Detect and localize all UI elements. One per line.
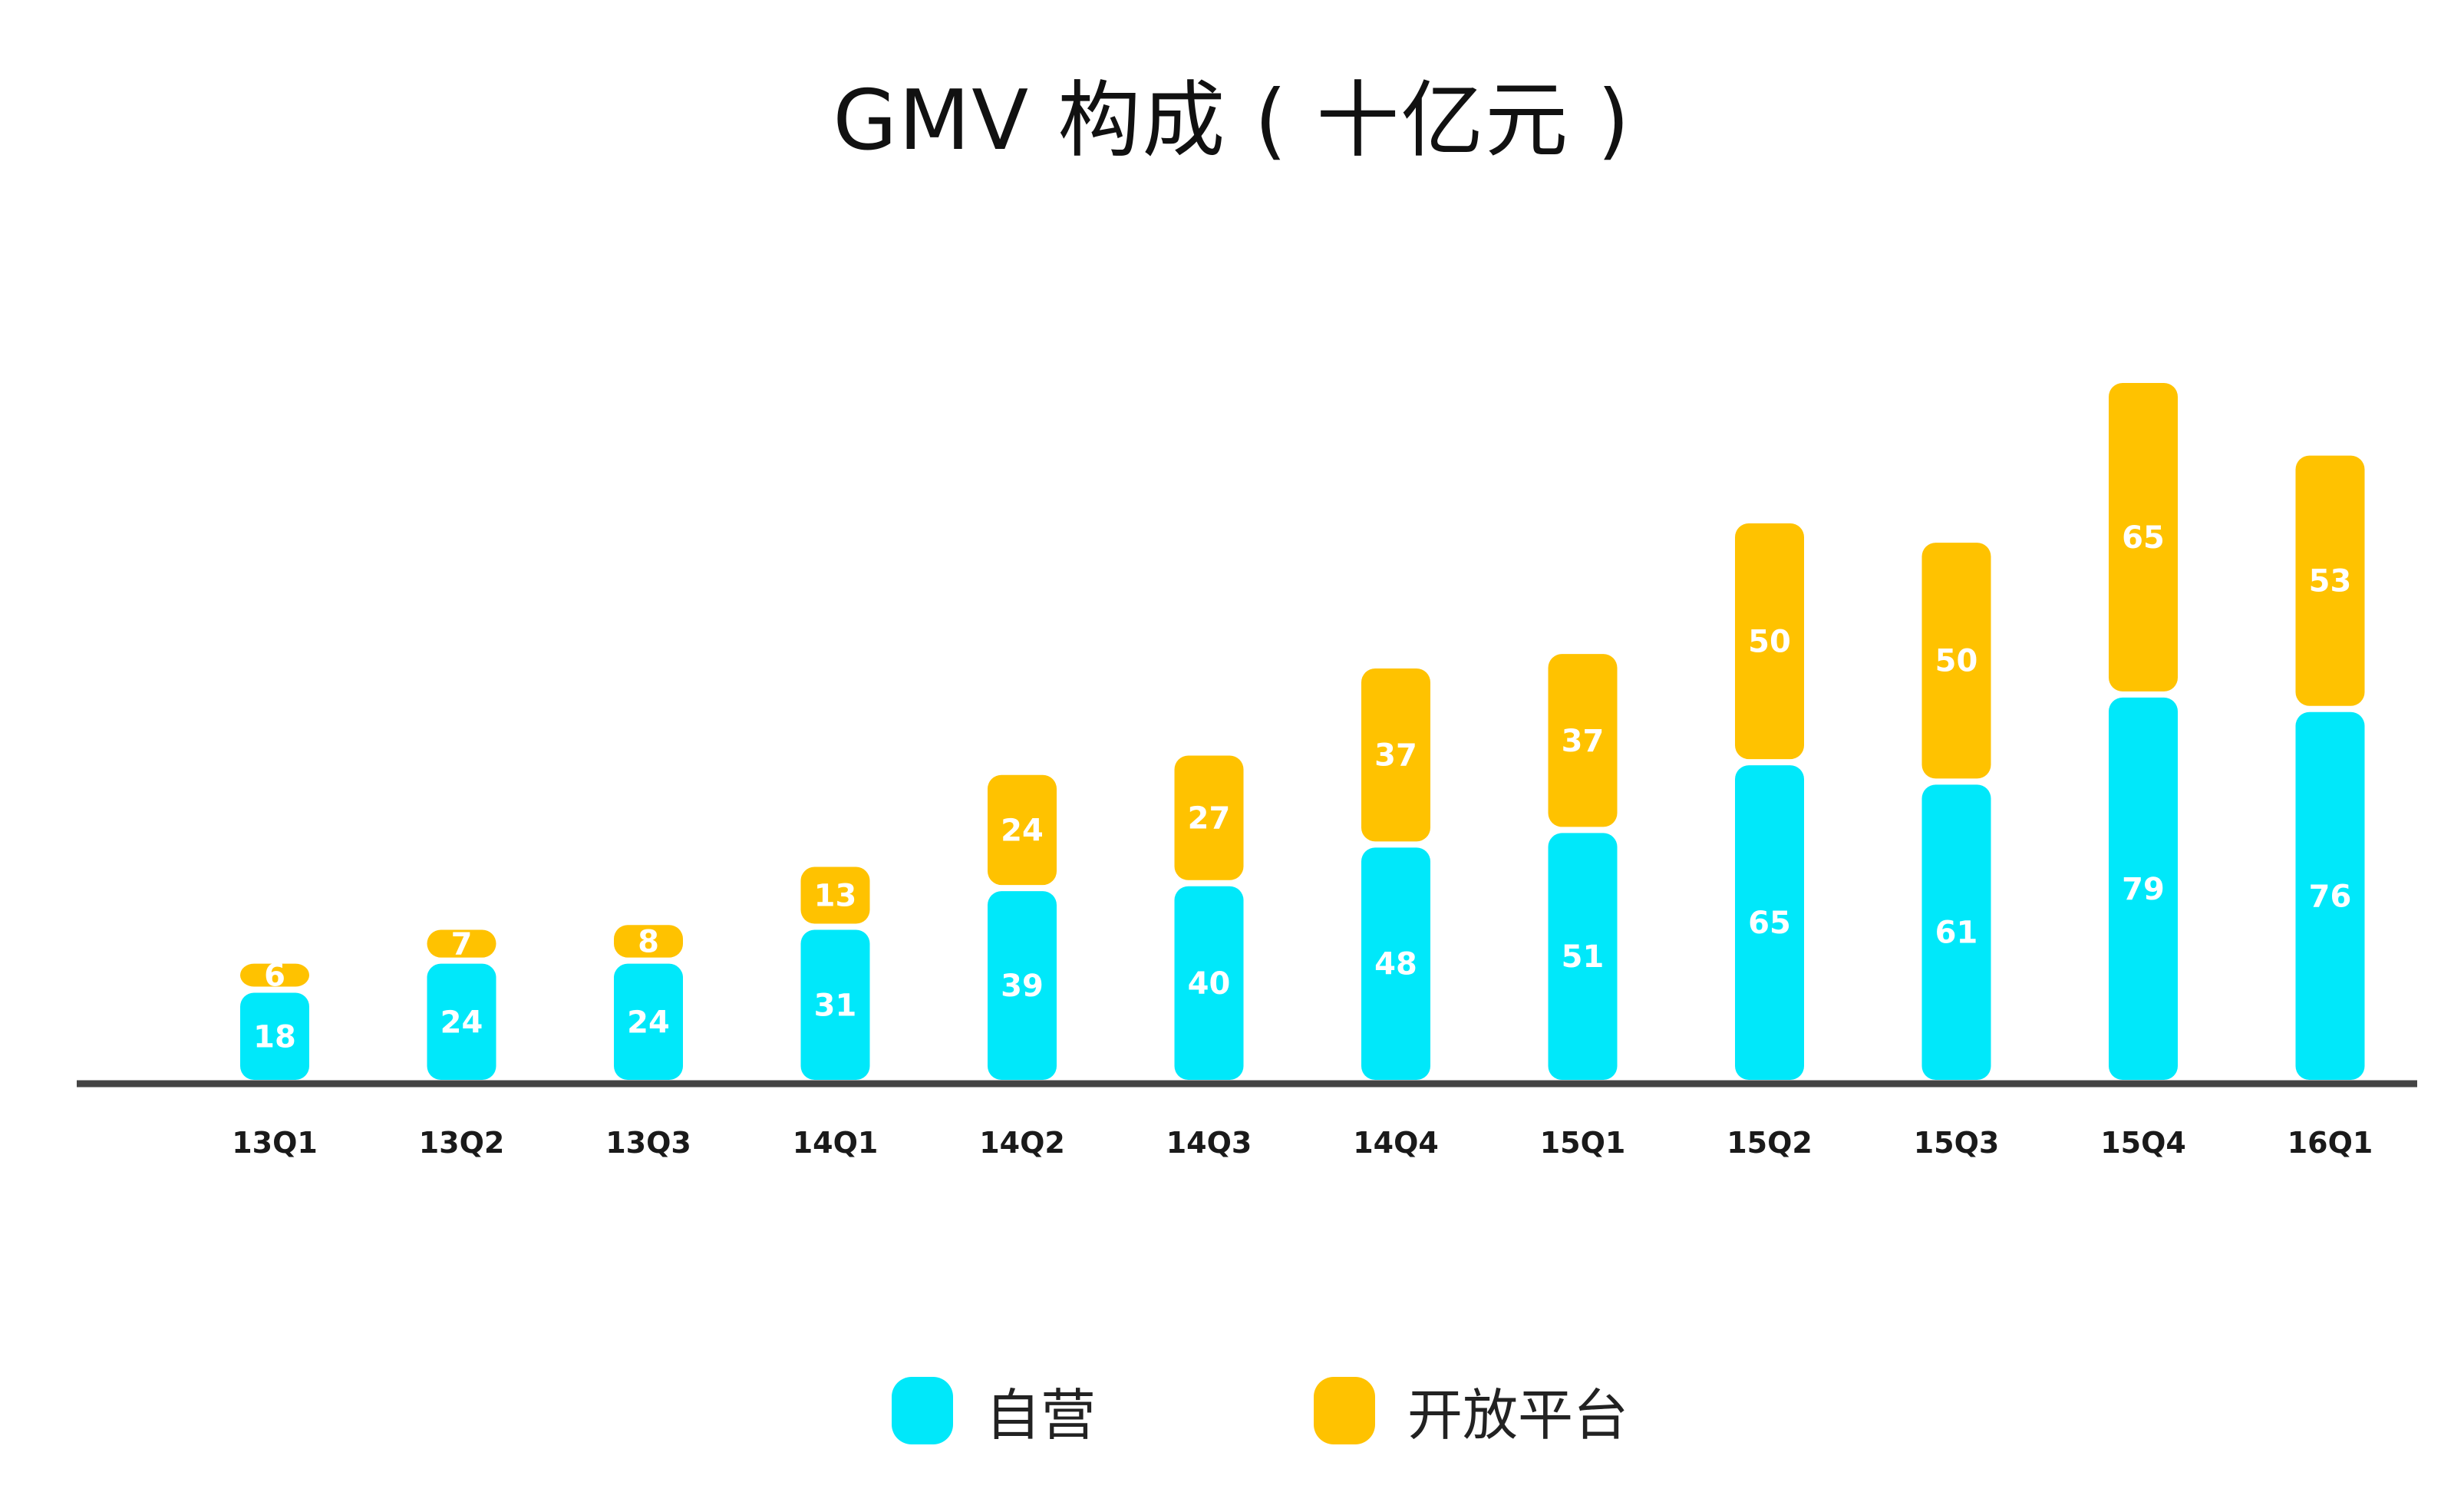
bar-open-platform-14Q2 <box>988 774 1057 886</box>
bar-self-operated-15Q3 <box>1921 784 1991 1080</box>
bar-self-operated-15Q1 <box>1548 833 1618 1080</box>
x-tick-label: 13Q3 <box>605 1126 691 1160</box>
x-tick-label: 16Q1 <box>2288 1126 2373 1160</box>
bar-open-platform-15Q4 <box>2109 383 2178 692</box>
bar-self-operated-14Q1 <box>800 929 870 1080</box>
data-label-open-platform-13Q1: 6 <box>264 959 285 994</box>
bar-open-platform-13Q2 <box>427 929 496 958</box>
data-label-open-platform-15Q2: 50 <box>1748 625 1791 660</box>
data-label-open-platform-15Q1: 37 <box>1562 724 1605 759</box>
data-label-self-operated-14Q3: 40 <box>1188 966 1231 1002</box>
data-label-open-platform-13Q2: 7 <box>451 927 473 962</box>
chart-title: GMV 构成 ( 十亿元 ) <box>833 73 1631 169</box>
data-label-self-operated-13Q1: 18 <box>253 1019 296 1055</box>
bar-open-platform-13Q1 <box>240 963 309 987</box>
bar-self-operated-15Q4 <box>2109 697 2178 1080</box>
bar-open-platform-15Q2 <box>1735 523 1804 760</box>
bar-self-operated-14Q2 <box>988 891 1057 1080</box>
bar-open-platform-14Q4 <box>1361 668 1430 842</box>
bar-self-operated-14Q4 <box>1361 847 1430 1080</box>
x-tick-label: 13Q2 <box>419 1126 505 1160</box>
bar-open-platform-14Q1 <box>800 866 870 924</box>
data-label-self-operated-14Q1: 31 <box>814 988 857 1023</box>
legend-label-open-platform: 开放平台 <box>1407 1383 1629 1447</box>
x-tick-label: 15Q2 <box>1727 1126 1813 1160</box>
bar-self-operated-13Q3 <box>614 963 683 1080</box>
data-label-self-operated-16Q1: 76 <box>2309 879 2352 914</box>
legend: 自营 开放平台 <box>0 1370 2464 1447</box>
data-label-open-platform-15Q4: 65 <box>2122 520 2165 556</box>
bar-self-operated-16Q1 <box>2295 711 2365 1080</box>
legend-swatch-open-platform <box>1314 1376 1375 1444</box>
data-label-open-platform-14Q2: 24 <box>1001 813 1044 848</box>
data-label-open-platform-14Q3: 27 <box>1188 801 1231 837</box>
bar-open-platform-14Q3 <box>1174 755 1244 880</box>
x-tick-label: 14Q2 <box>979 1126 1065 1160</box>
legend-item-self-operated: 自营 <box>892 1370 1096 1451</box>
bars-group: 18 6 24 7 24 8 31 13 39 24 40 27 48 37 51 37 65 50 61 50 79 6… <box>240 383 2365 1080</box>
data-label-self-operated-15Q1: 51 <box>1562 939 1605 975</box>
data-label-open-platform-16Q1: 53 <box>2309 564 2352 599</box>
bar-open-platform-15Q1 <box>1548 654 1618 827</box>
data-label-self-operated-13Q3: 24 <box>627 1005 670 1040</box>
data-label-self-operated-15Q2: 65 <box>1748 906 1791 941</box>
data-label-open-platform-13Q3: 8 <box>638 924 659 959</box>
data-label-self-operated-15Q4: 79 <box>2122 872 2165 907</box>
bar-self-operated-14Q3 <box>1174 886 1244 1080</box>
legend-item-open-platform: 开放平台 <box>1314 1370 1628 1451</box>
bar-self-operated-13Q2 <box>427 963 496 1080</box>
x-tick-label: 14Q4 <box>1353 1126 1439 1160</box>
x-tick-labels: 13Q1 13Q2 13Q3 14Q1 14Q2 14Q3 14Q4 15Q1 15Q2 15Q3… <box>232 1126 2373 1160</box>
data-label-self-operated-14Q4: 48 <box>1374 947 1417 982</box>
bar-self-operated-15Q2 <box>1735 765 1804 1080</box>
data-label-self-operated-13Q2: 24 <box>440 1005 483 1040</box>
data-label-open-platform-15Q3: 50 <box>1935 644 1978 679</box>
legend-swatch-self-operated <box>892 1376 953 1444</box>
data-label-open-platform-14Q1: 13 <box>814 879 857 914</box>
x-tick-label: 15Q4 <box>2100 1126 2186 1160</box>
x-tick-label: 14Q3 <box>1166 1126 1252 1160</box>
data-label-self-operated-14Q2: 39 <box>1001 969 1044 1004</box>
x-tick-label: 14Q1 <box>793 1126 879 1160</box>
bar-open-platform-13Q3 <box>614 925 683 958</box>
bar-self-operated-13Q1 <box>240 992 309 1080</box>
bar-open-platform-15Q3 <box>1921 543 1991 779</box>
x-tick-label: 15Q3 <box>1914 1126 2000 1160</box>
x-tick-label: 13Q1 <box>232 1126 318 1160</box>
legend-label-self-operated: 自营 <box>985 1383 1097 1447</box>
data-label-open-platform-14Q4: 37 <box>1374 738 1417 774</box>
x-tick-label: 15Q1 <box>1540 1126 1626 1160</box>
bar-open-platform-16Q1 <box>2295 455 2365 706</box>
data-label-self-operated-15Q3: 61 <box>1935 916 1978 951</box>
